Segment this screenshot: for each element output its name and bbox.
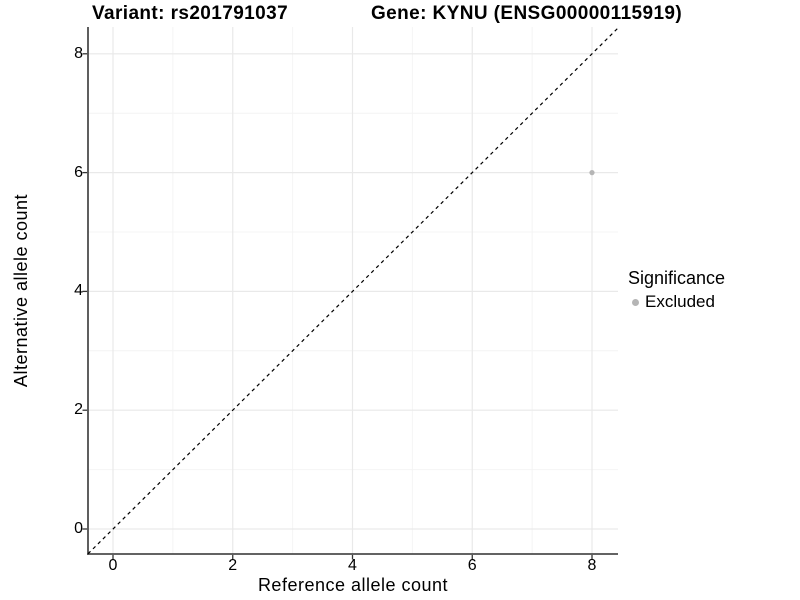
legend-title: Significance [628, 268, 726, 288]
identity-dashed-line [87, 27, 619, 555]
x-tick-label: 6 [467, 557, 477, 574]
data-point [589, 170, 595, 176]
y-axis-title: Alternative allele count [11, 193, 31, 388]
x-axis-title: Reference allele count [257, 575, 449, 595]
y-tick-label: 6 [74, 163, 83, 181]
x-tick-label: 4 [348, 557, 357, 574]
x-tick-label: 2 [228, 557, 238, 574]
legend: Significance Excluded [628, 268, 725, 312]
y-tick-label: 0 [74, 520, 83, 537]
plot-title-gene: Gene: KYNU (ENSG00000115919) [371, 3, 683, 24]
y-tick-label: 2 [74, 401, 83, 419]
legend-item-label: Excluded [645, 292, 715, 311]
y-tick-label: 8 [74, 44, 83, 62]
y-tick-label: 4 [74, 282, 83, 300]
x-tick-label: 0 [108, 557, 118, 574]
x-tick-label: 8 [587, 557, 597, 574]
legend-point-swatch-icon [632, 298, 639, 306]
legend-item-excluded: Excluded [628, 292, 725, 312]
plot-title-variant: Variant: rs201791037 [92, 3, 289, 24]
